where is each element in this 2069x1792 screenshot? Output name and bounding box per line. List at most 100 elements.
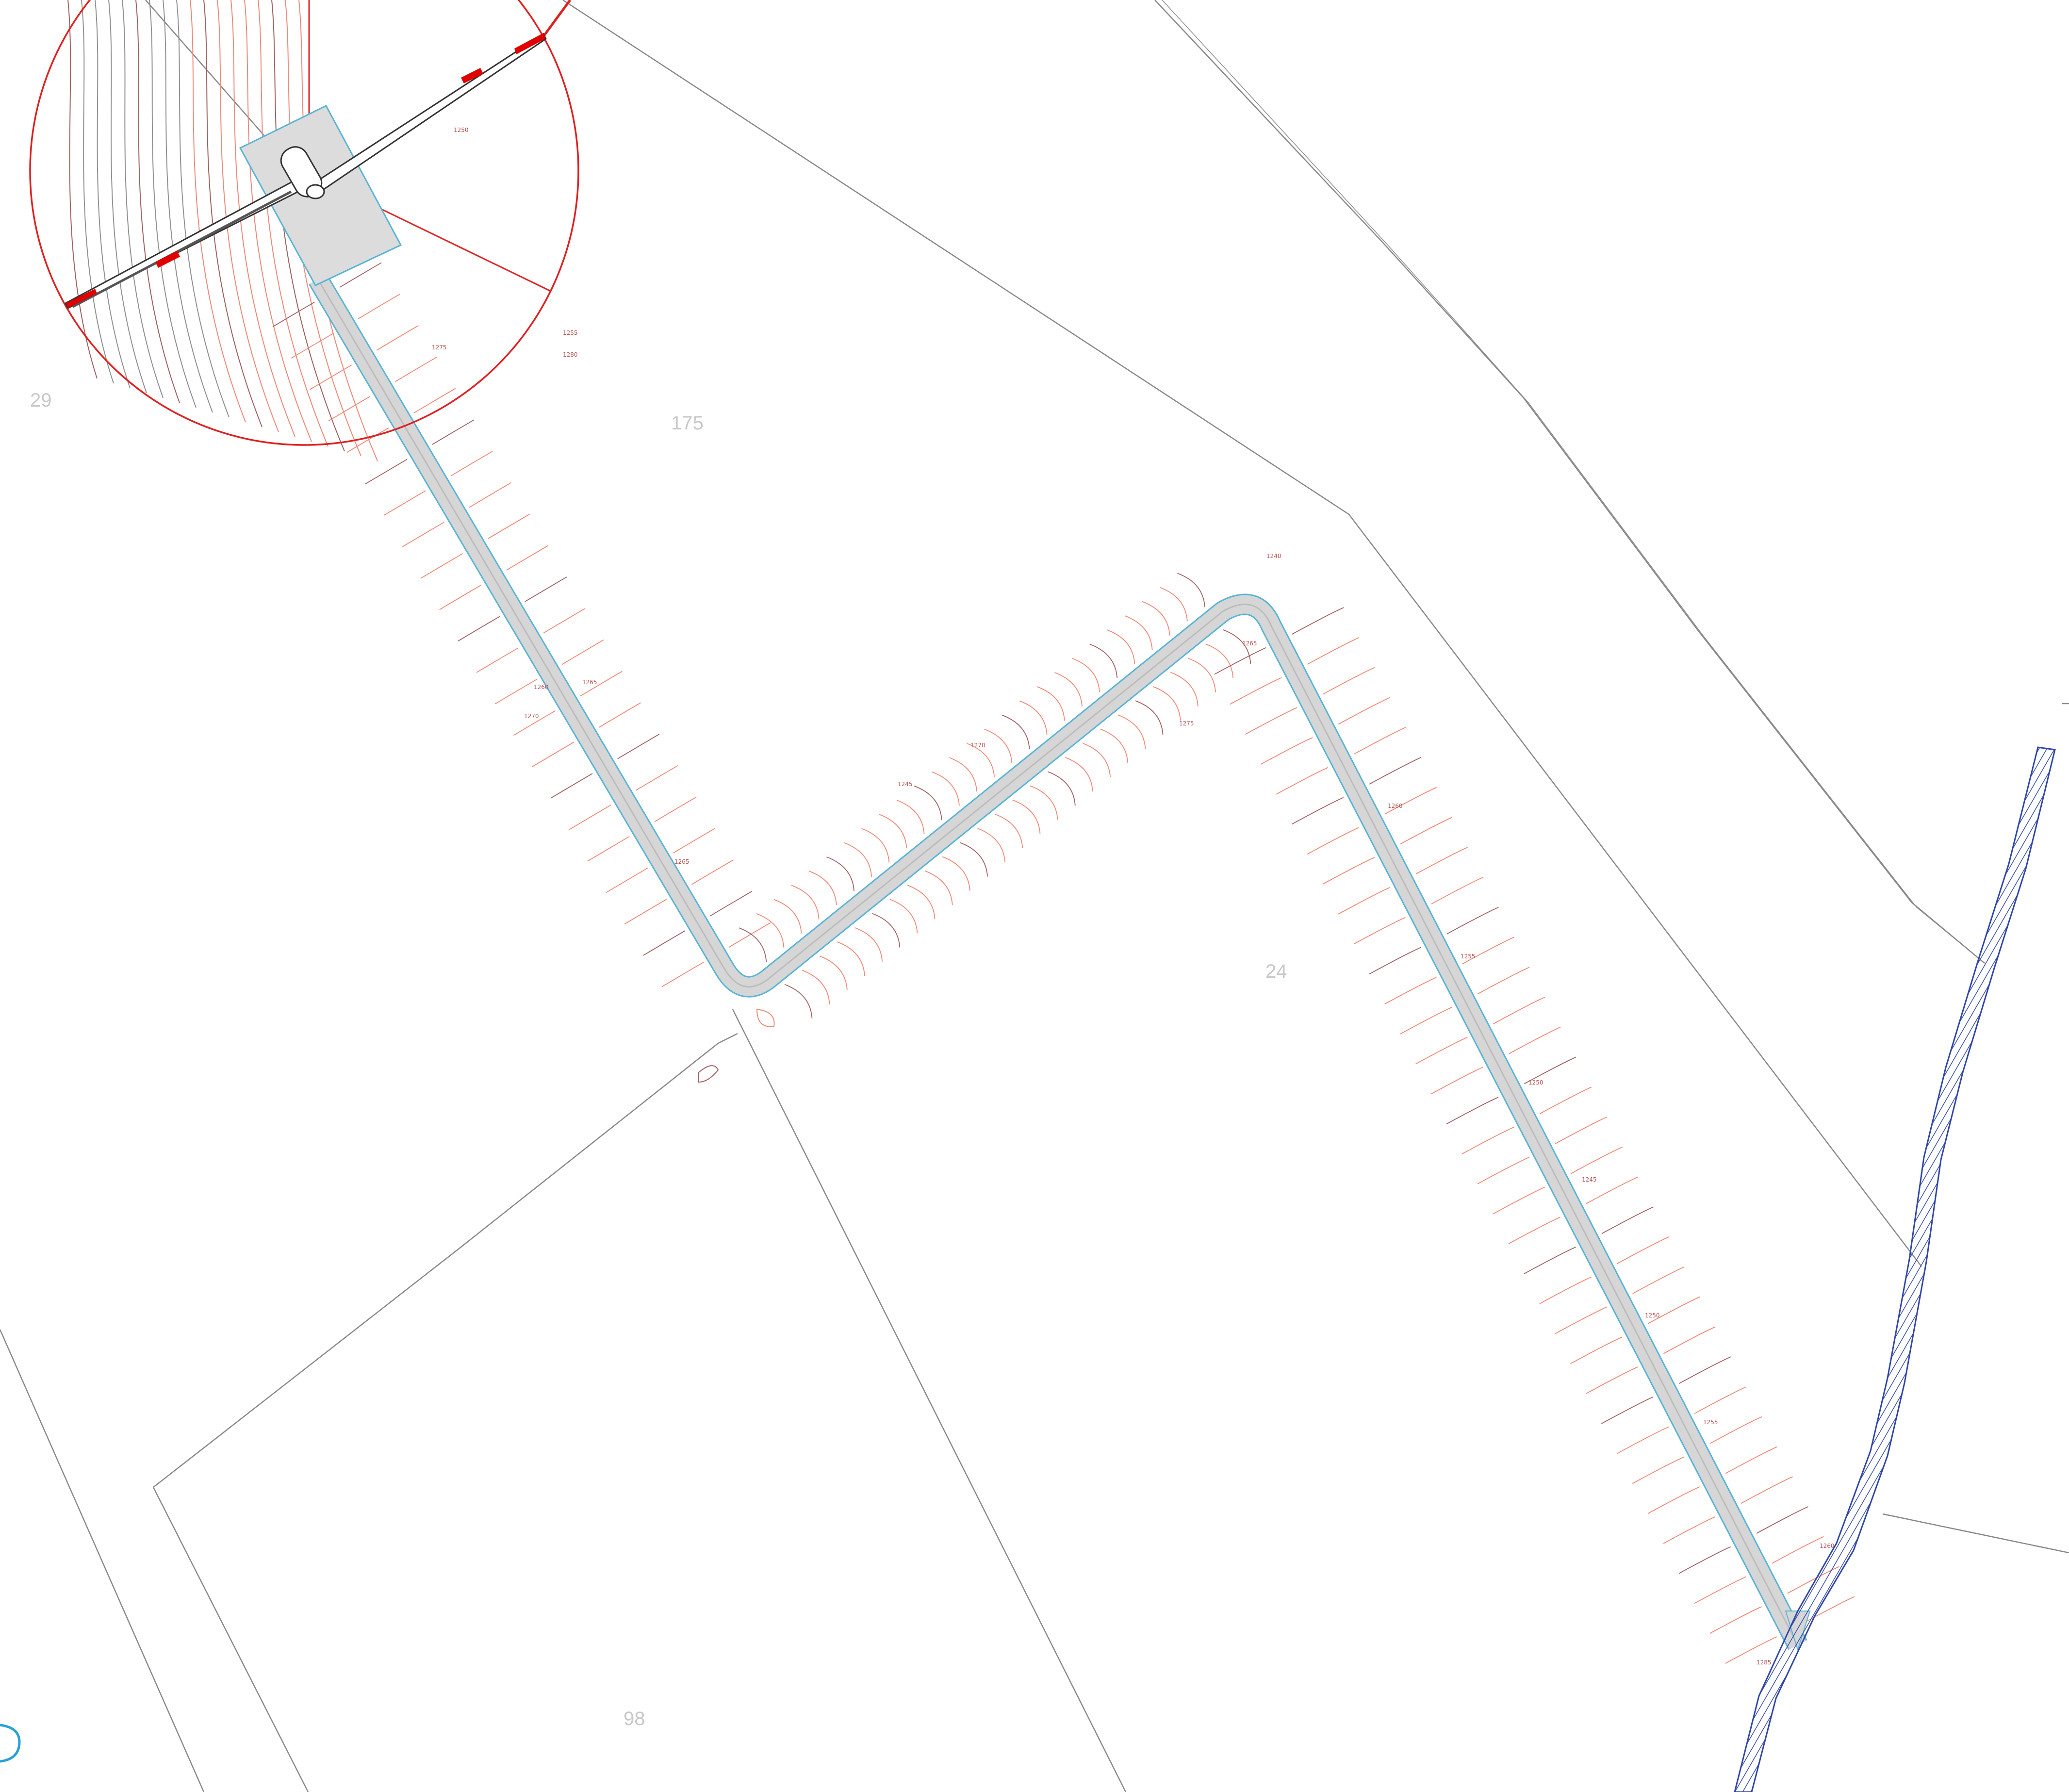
contour-line bbox=[365, 459, 408, 485]
parcel-label-29: 29 bbox=[30, 390, 52, 411]
contour-line bbox=[1369, 947, 1421, 975]
contour-labels: 1250 1255 1260 1265 1270 1275 1245 1240 1265 1260… bbox=[432, 127, 1835, 1666]
contour-line bbox=[1384, 977, 1437, 1004]
contour-line bbox=[1709, 1416, 1762, 1444]
contour-line bbox=[1709, 1606, 1762, 1634]
contour-line bbox=[854, 927, 883, 962]
contour-line bbox=[889, 899, 918, 934]
contour-line bbox=[636, 765, 678, 791]
contour-elevation-label: 1265 bbox=[674, 858, 690, 865]
contour-line bbox=[960, 842, 988, 877]
contour-line bbox=[1188, 658, 1216, 692]
contour-elevation-label: 1260 bbox=[534, 684, 549, 690]
sheet-corner-mark bbox=[0, 1724, 21, 1763]
contour-line bbox=[1477, 1156, 1530, 1184]
parcel-boundary-center bbox=[732, 1009, 1127, 1792]
contour-line bbox=[176, 0, 230, 418]
contour-elevation-label: 1240 bbox=[1266, 553, 1281, 559]
contour-line bbox=[506, 545, 549, 571]
contour-line bbox=[1478, 967, 1530, 995]
contour-line bbox=[924, 871, 953, 905]
parcel-boundary-west bbox=[0, 1329, 205, 1792]
contour-line bbox=[569, 805, 611, 830]
parcel-label-175: 175 bbox=[671, 412, 704, 434]
contour-line bbox=[95, 0, 131, 389]
contour-line bbox=[149, 0, 197, 408]
contour-line bbox=[1002, 714, 1030, 749]
parcel-boundary-se bbox=[1882, 1513, 2069, 1554]
contour-line bbox=[402, 522, 444, 547]
contour-line bbox=[739, 927, 767, 962]
contour-line bbox=[135, 0, 180, 403]
rotor-circle bbox=[29, 0, 579, 446]
contour-line bbox=[1214, 647, 1266, 675]
contour-line bbox=[1570, 1336, 1623, 1365]
contour-line bbox=[1100, 728, 1129, 763]
contour-line bbox=[1019, 700, 1048, 735]
contour-line bbox=[1648, 1296, 1700, 1324]
contour-line bbox=[163, 0, 213, 413]
contour-elevation-label: 1250 bbox=[1528, 1079, 1544, 1086]
contour-line bbox=[550, 773, 593, 799]
contour-line bbox=[476, 647, 519, 673]
contour-line bbox=[1338, 887, 1390, 915]
contour-line bbox=[1756, 1506, 1808, 1534]
contour-line bbox=[1054, 672, 1083, 707]
contour-line bbox=[1617, 1236, 1669, 1264]
contour-line bbox=[1461, 1127, 1514, 1154]
contour-line bbox=[1177, 573, 1205, 608]
access-road bbox=[309, 273, 1811, 1652]
contour-line bbox=[756, 913, 785, 948]
contour-elevation-label: 1265 bbox=[1242, 640, 1257, 647]
turbine-blade-ne bbox=[309, 33, 547, 193]
parcel-boundary-ridge-inner bbox=[1162, 0, 1985, 964]
contour-line bbox=[710, 891, 753, 917]
contour-line bbox=[1647, 1486, 1700, 1514]
contour-elevation-label: 1250 bbox=[454, 127, 469, 133]
contour-line bbox=[1570, 1146, 1623, 1174]
contour-line bbox=[1230, 677, 1282, 705]
contour-line bbox=[1030, 785, 1058, 820]
contour-line bbox=[643, 930, 686, 956]
contour-line bbox=[513, 710, 556, 736]
contour-line bbox=[1446, 1097, 1499, 1125]
contour-line bbox=[1369, 757, 1422, 785]
contour-line bbox=[599, 702, 641, 728]
contour-line bbox=[914, 785, 942, 820]
contour-elevation-label: 1285 bbox=[1757, 1659, 1772, 1666]
contour-line bbox=[1353, 917, 1406, 945]
contour-line bbox=[1142, 601, 1170, 636]
contour-line bbox=[1431, 1067, 1483, 1095]
contour-line bbox=[1152, 686, 1181, 721]
contour-line bbox=[1493, 1186, 1545, 1215]
contour-line bbox=[543, 608, 586, 634]
contour-line bbox=[1431, 877, 1483, 904]
contour-line bbox=[826, 856, 854, 891]
contour-line bbox=[1170, 672, 1199, 707]
contour-line bbox=[1663, 1326, 1716, 1354]
contour-line bbox=[395, 356, 438, 382]
contour-line bbox=[376, 325, 419, 351]
contour-line bbox=[1047, 771, 1076, 806]
contour-line bbox=[819, 955, 848, 990]
contour-line bbox=[861, 828, 890, 863]
contour-line bbox=[984, 728, 1013, 763]
contour-line bbox=[1725, 1636, 1777, 1664]
hatched-stream bbox=[1734, 746, 2056, 1792]
contour-line bbox=[458, 616, 500, 641]
contour-elevation-label: 1270 bbox=[524, 713, 539, 720]
contour-line bbox=[1400, 1007, 1452, 1035]
contour-line bbox=[561, 639, 604, 665]
contour-line bbox=[310, 364, 352, 390]
contour-line bbox=[1772, 1536, 1824, 1564]
contour-line bbox=[1555, 1306, 1607, 1334]
contour-line bbox=[661, 962, 704, 987]
contour-line bbox=[439, 584, 482, 610]
contour-line bbox=[932, 771, 960, 806]
parcel-boundary-south bbox=[152, 1487, 309, 1792]
contour-line bbox=[673, 828, 715, 854]
contour-line bbox=[1493, 997, 1545, 1024]
parcel-label-24: 24 bbox=[1265, 961, 1287, 982]
contour-line bbox=[942, 856, 970, 891]
contour-line bbox=[606, 867, 648, 893]
